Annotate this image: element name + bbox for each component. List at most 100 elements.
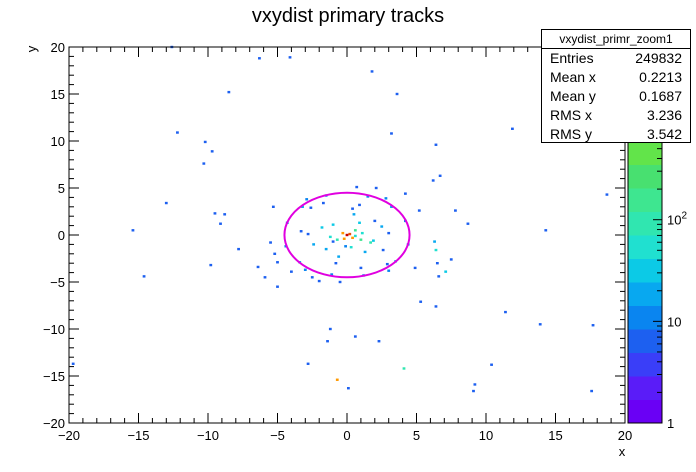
heatmap-cell <box>353 234 357 238</box>
heatmap-cell <box>71 362 75 365</box>
heatmap-cell <box>290 270 293 273</box>
heatmap-cell <box>328 235 332 239</box>
heatmap-cell <box>387 231 391 235</box>
heatmap-cell <box>444 270 448 273</box>
heatmap-cell <box>269 241 272 244</box>
y-tick-label: −15 <box>43 369 65 384</box>
heatmap-cells <box>71 45 609 393</box>
heatmap-cell <box>377 340 381 343</box>
heatmap-cell <box>258 57 261 60</box>
heatmap-cell <box>256 265 260 269</box>
heatmap-cell <box>324 247 328 251</box>
y-axis-label: y <box>24 45 39 52</box>
heatmap-cell <box>373 219 377 223</box>
stats-rows: Entries 249832 Mean x 0.2213 Mean y 0.1687 RMS… <box>542 49 690 144</box>
heatmap-cell <box>366 195 370 198</box>
heatmap-cell <box>591 324 595 327</box>
stats-row: RMS x 3.236 <box>542 106 690 125</box>
stats-row: Mean y 0.1687 <box>542 87 690 106</box>
heatmap-cell <box>490 363 493 366</box>
heatmap-cell <box>305 198 309 201</box>
heatmap-cell <box>306 232 310 236</box>
heatmap-cell <box>335 238 339 241</box>
heatmap-cell <box>387 269 391 272</box>
palette-band <box>628 399 662 424</box>
palette-band <box>628 305 662 330</box>
heatmap-cell <box>359 238 363 241</box>
chart-title: vxydist primary tracks <box>252 5 444 27</box>
z-tick-exponent: 2 <box>681 211 687 222</box>
heatmap-cell <box>299 230 303 233</box>
y-axis: −20 −15 −10 −5 0 5 10 15 20 <box>43 40 625 431</box>
heatmap-cell <box>202 162 206 165</box>
x-tick-label: 10 <box>479 428 493 443</box>
heatmap-cell <box>344 245 347 248</box>
y-tick-label: 10 <box>51 134 65 149</box>
heatmap-cell <box>310 276 314 279</box>
palette-band <box>628 352 662 377</box>
z-tick-label: 102 <box>667 211 687 228</box>
heatmap-cell <box>330 273 334 276</box>
y-tick-label: −10 <box>43 322 65 337</box>
heatmap-cell <box>131 229 135 232</box>
heatmap-cell <box>433 240 436 243</box>
stats-label: Mean x <box>550 69 596 85</box>
heatmap-cell <box>309 206 313 209</box>
y-tick-label: 20 <box>51 40 65 55</box>
heatmap-cell <box>544 229 548 232</box>
palette-band <box>628 329 662 353</box>
stats-value: 3.236 <box>646 107 682 123</box>
x-tick-label: 20 <box>618 428 632 443</box>
heatmap-cell <box>385 262 389 266</box>
heatmap-cell <box>590 389 594 393</box>
heatmap-cell <box>276 261 279 264</box>
heatmap-cell <box>434 143 438 146</box>
stats-value: 3.542 <box>646 126 682 142</box>
heatmap-cell <box>417 209 421 212</box>
x-tick-label: −5 <box>270 428 285 443</box>
heatmap-cell <box>321 201 325 205</box>
heatmap-cell <box>328 327 332 331</box>
heatmap-cell <box>334 262 338 265</box>
heatmap-cell <box>431 179 435 182</box>
heatmap-cell <box>306 362 310 365</box>
heatmap-cell <box>353 229 357 232</box>
x-tick-label: −10 <box>197 428 219 443</box>
y-tick-label: 0 <box>58 228 65 243</box>
heatmap-cell <box>538 323 542 326</box>
heatmap-cell <box>176 131 179 134</box>
heatmap-cell <box>351 236 354 240</box>
palette-band <box>628 235 662 259</box>
stats-row: Entries 249832 <box>542 49 690 68</box>
stats-box: vxydist_primr_zoom1 Entries 249832 Mean x 0… <box>541 29 691 143</box>
heatmap-cell <box>435 262 439 265</box>
stats-value: 0.1687 <box>639 88 682 104</box>
heatmap-cell <box>369 241 373 244</box>
heatmap-cell <box>358 203 361 207</box>
stats-row: Mean x 0.2213 <box>542 68 690 87</box>
heatmap-cell <box>301 205 304 208</box>
heatmap-cell <box>320 226 324 229</box>
stats-value: 0.2213 <box>639 69 682 85</box>
y-tick-label: −5 <box>50 275 65 290</box>
radius-circle <box>283 191 411 279</box>
heatmap-cell <box>358 221 361 224</box>
heatmap-cell <box>449 258 453 261</box>
palette-band <box>628 188 662 212</box>
heatmap-cell <box>466 222 470 225</box>
x-tick-label: −15 <box>127 428 149 443</box>
heatmap-cell <box>413 266 417 270</box>
x-tick-label: 0 <box>343 428 350 443</box>
stats-value: 249832 <box>635 50 682 66</box>
heatmap-cell <box>395 92 399 96</box>
heatmap-cell <box>372 239 375 242</box>
heatmap-cell <box>360 231 364 235</box>
heatmap-cell <box>472 389 475 393</box>
heatmap-cell <box>341 231 345 235</box>
heatmap-cell <box>403 192 407 195</box>
heatmap-cell <box>203 140 207 144</box>
heatmap-cell <box>345 233 349 237</box>
heatmap-cell <box>326 340 329 343</box>
x-axis-label: x <box>619 444 626 459</box>
heatmap-cell <box>363 250 367 254</box>
